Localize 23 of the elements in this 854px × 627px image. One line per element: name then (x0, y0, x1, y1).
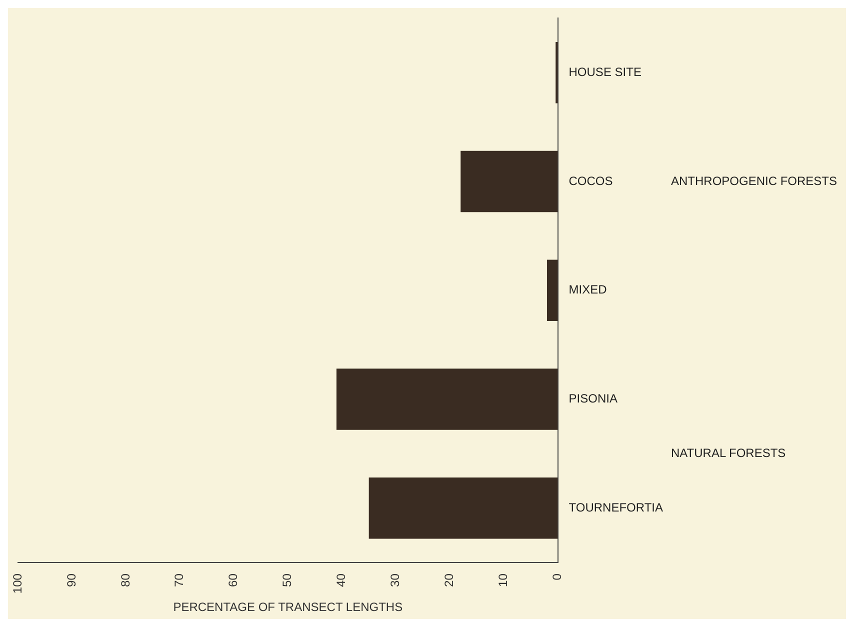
text: ANTHROPOGENIC FORESTS (671, 174, 838, 188)
x-tick-label: 50 (280, 573, 294, 587)
x-tick-label: 90 (64, 573, 78, 587)
bar (546, 260, 558, 322)
bar (460, 150, 558, 212)
text: NATURAL FORESTS (671, 446, 786, 460)
x-tick-label: 100 (10, 573, 24, 594)
x-tick-label: 60 (226, 573, 240, 587)
y-tick-label: TOURNEFORTIA (568, 500, 664, 514)
bar (336, 368, 558, 430)
x-tick-label: 40 (334, 573, 348, 587)
y-tick-label: MIXED (568, 282, 608, 297)
x-tick-label: 20 (442, 573, 456, 587)
x-tick-label: 30 (388, 573, 402, 587)
x-tick-label: 0 (550, 573, 564, 580)
x-tick-label: 80 (118, 573, 132, 587)
bar (368, 478, 558, 539)
x-tick-label: 10 (496, 573, 510, 587)
y-tick-label: PISONIA (568, 392, 618, 406)
y-tick-label: COCOS (568, 174, 613, 188)
x-tick-label: 70 (172, 573, 186, 587)
y-tick-label: HOUSE SITE (568, 64, 642, 79)
x-axis-title: PERCENTAGE OF TRANSECT LENGTHS (173, 600, 403, 614)
